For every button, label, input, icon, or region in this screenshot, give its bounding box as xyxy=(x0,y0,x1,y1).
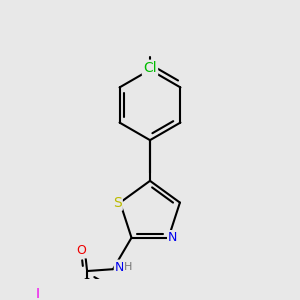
Text: Cl: Cl xyxy=(143,61,157,75)
Text: S: S xyxy=(113,196,122,210)
Text: O: O xyxy=(76,244,86,257)
Text: H: H xyxy=(124,262,133,272)
Text: N: N xyxy=(168,231,178,244)
Text: N: N xyxy=(115,261,124,274)
Text: I: I xyxy=(35,287,39,300)
